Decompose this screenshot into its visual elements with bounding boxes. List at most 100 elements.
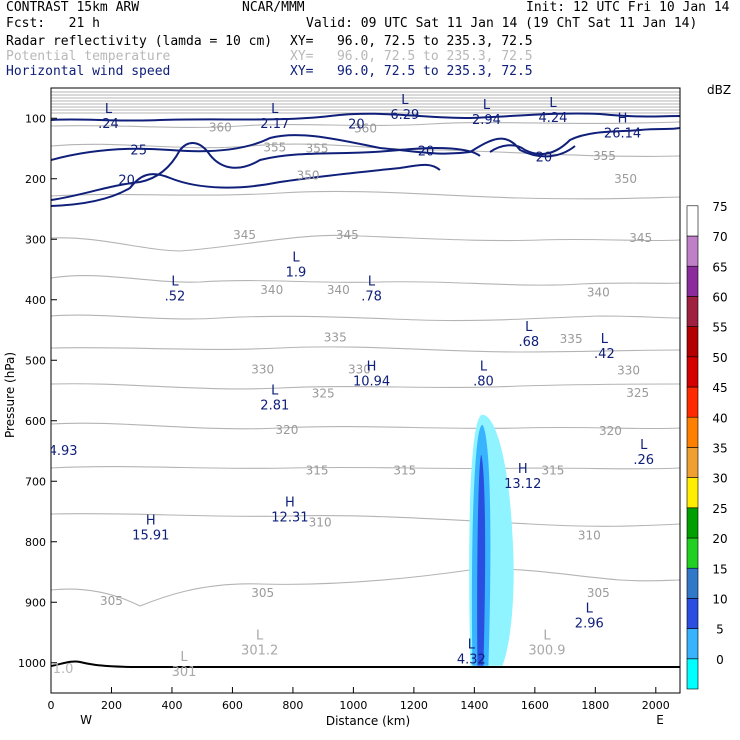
theta-contour-label: 315 (306, 463, 329, 477)
axes: 0 200 400 600 800 1000 1200 1400 1600 1800 2000 100… (18, 112, 670, 712)
colorbar-swatch (686, 658, 699, 690)
model-title: CONTRAST 15km ARW (6, 0, 140, 15)
field-theta-xy: XY= 96.0, 72.5 to 235.3, 72.5 (290, 49, 533, 64)
colorbar-label: 5 (716, 623, 724, 637)
colorbar-label: 40 (712, 411, 727, 425)
theta-contour-label: 330 (348, 362, 371, 376)
wind-extremum-value: 2.96 (575, 616, 604, 631)
x-tick-label: 800 (282, 699, 303, 712)
theta-contours (51, 91, 680, 607)
colorbar-swatch (686, 598, 699, 629)
wind-contour-label: 20 (418, 145, 435, 160)
wind-extremum-type: L (525, 320, 533, 335)
theta-contour-label: 335 (560, 332, 583, 346)
valid-time: Valid: 09 UTC Sat 11 Jan 14 (19 ChT Sat … (306, 16, 698, 31)
forecast-hour: Fcst: 21 h (6, 16, 100, 31)
theta-extremum-value: 301 (172, 665, 197, 680)
wind-extremum-value: 15.91 (132, 529, 169, 544)
theta-contour-315 (51, 466, 680, 470)
wind-extremum-type: L (171, 275, 179, 290)
theta-contour-360 (51, 121, 680, 128)
wind-contours (51, 112, 680, 207)
theta-contour-350 (51, 190, 680, 200)
colorbar-label: 25 (712, 502, 727, 516)
wind-extremum-type: L (549, 96, 557, 111)
y-tick-label: 400 (25, 294, 46, 307)
colorbar: 0 5 10 15 20 25 30 35 40 45 50 55 60 65 70 75 (686, 200, 728, 690)
theta-contour-320 (51, 422, 680, 430)
colorbar-label: 20 (712, 532, 727, 546)
theta-contour-label: 345 (629, 231, 652, 245)
wind-extremum-value: 10.94 (353, 374, 390, 389)
wind-extremum-value: 13.12 (504, 477, 541, 492)
y-tick-label: 600 (25, 415, 46, 428)
wind-extremum-value: 4.24 (539, 111, 568, 126)
theta-extremum-type: L (180, 650, 188, 665)
wind-contour-20-mid (51, 142, 481, 201)
theta-contour-label: 315 (393, 463, 416, 477)
colorbar-swatch (686, 416, 699, 448)
field-theta-name: Potential temperature (6, 49, 171, 64)
colorbar-label: 35 (712, 442, 727, 456)
theta-contour-label: 325 (312, 387, 335, 401)
theta-contour-label: 335 (324, 330, 347, 344)
theta-extremum-value: 300.9 (528, 644, 565, 659)
y-tick-label: 1000 (18, 657, 46, 670)
y-tick-label: 500 (25, 354, 46, 367)
colorbar-swatch (686, 507, 699, 539)
wind-extremum-type: L (271, 384, 279, 399)
theta-contour-label: 345 (233, 228, 256, 242)
colorbar-title: dBZ (707, 83, 731, 97)
wind-extremum-type: L (480, 359, 488, 374)
theta-contour-345 (51, 234, 680, 252)
field-reflectivity-xy: XY= 96.0, 72.5 to 235.3, 72.5 (290, 34, 533, 49)
wind-extremum-value: 1.9 (286, 265, 307, 280)
theta-contour-label: 355 (263, 140, 286, 154)
y-axis-title: Pressure (hPa) (3, 352, 17, 438)
wind-extremum-type: H (367, 359, 377, 374)
colorbar-label: 75 (712, 200, 727, 214)
x-tick-label: 1200 (400, 699, 428, 712)
plot-frame (50, 87, 681, 694)
wind-extremum-type: L (368, 275, 376, 290)
chart-labels: 360 360 355 355 355 350 350 345 345 345 340 340 340 3… (51, 93, 654, 680)
theta-contour-label: 360 (209, 120, 232, 134)
wind-extremum-type: L (601, 332, 609, 347)
east-label: E (656, 713, 664, 727)
field-wind-name: Horizontal wind speed (6, 64, 171, 79)
theta-contour-label: 355 (306, 142, 329, 156)
wind-contour-20-top (51, 112, 680, 122)
wind-contour-25 (51, 134, 576, 161)
theta-contour-325 (51, 383, 680, 390)
wind-contour-label: 20 (536, 151, 553, 166)
colorbar-label: 45 (712, 381, 727, 395)
theta-contour-label: 340 (327, 283, 350, 297)
theta-extremum-value: 301.2 (241, 644, 278, 659)
theta-contour-label: 350 (297, 169, 320, 183)
wind-extremum-type: L (640, 438, 648, 453)
colorbar-swatch (686, 265, 699, 297)
wind-extremum-type: H (146, 514, 156, 529)
wind-extremum-type: L (105, 102, 113, 117)
wind-extremum-type: L (483, 98, 491, 113)
field-reflectivity-name: Radar reflectivity (lamda = 10 cm) (6, 34, 273, 49)
theta-contour-label: 330 (251, 362, 274, 376)
wind-contour-20-low (51, 163, 441, 207)
wind-extremum-type: L (468, 638, 476, 653)
theta-contour-label: 305 (587, 586, 610, 600)
wind-extremum-value: .24 (98, 117, 119, 132)
x-axis-title: Distance (km) (326, 714, 410, 728)
colorbar-label: 55 (712, 321, 727, 335)
theta-contour-label: 320 (599, 424, 622, 438)
wind-extremum-value: 2.81 (260, 399, 289, 414)
x-tick-label: 200 (101, 699, 122, 712)
wind-extremum-value: 6.29 (390, 108, 419, 123)
colorbar-swatch (686, 447, 699, 478)
x-tick-label: 1800 (581, 699, 609, 712)
theta-contour-label: 340 (587, 285, 610, 299)
reflectivity-15dbz (477, 454, 486, 666)
x-tick-label: 600 (222, 699, 243, 712)
theta-contour-label: 345 (336, 228, 359, 242)
theta-extremum-type: L (256, 629, 264, 644)
